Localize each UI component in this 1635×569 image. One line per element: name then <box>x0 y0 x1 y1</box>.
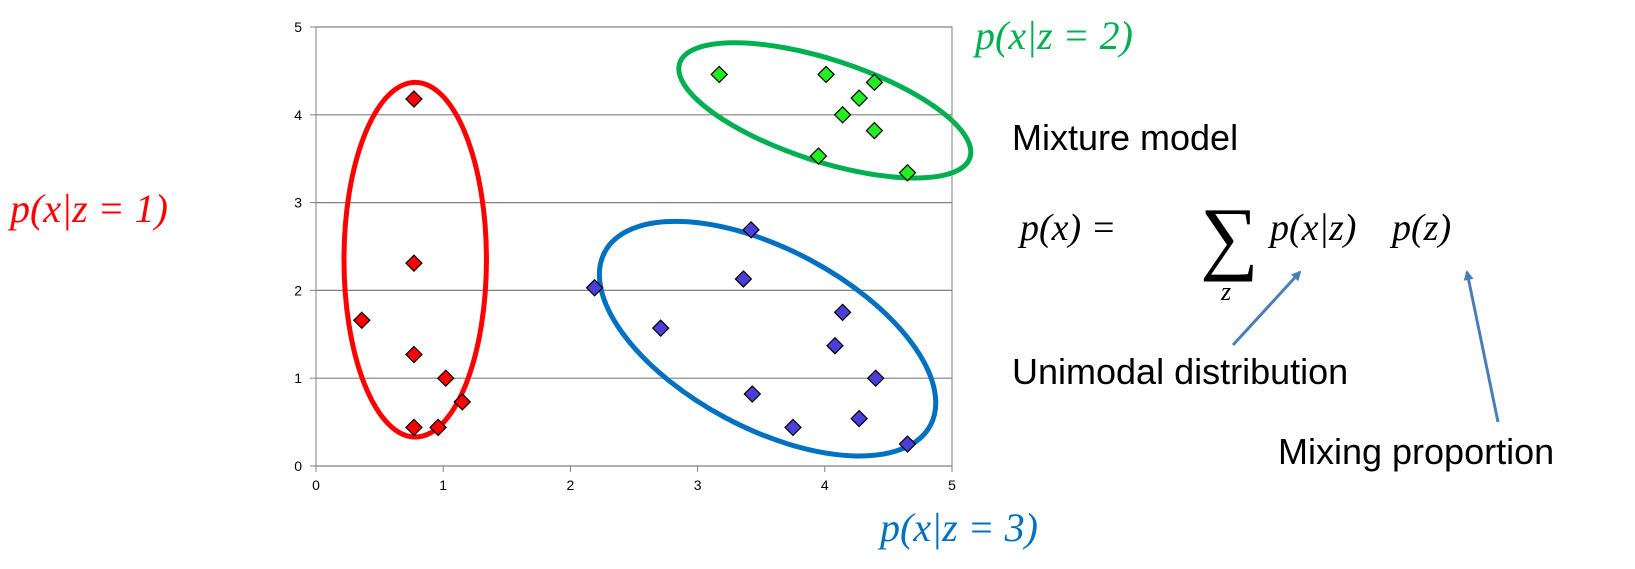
summation-subscript: z <box>1220 277 1231 306</box>
cluster-ellipse-z1 <box>341 79 489 440</box>
y-tick-label: 5 <box>294 19 302 35</box>
formula-component: p(x|z) <box>1267 207 1356 249</box>
data-point <box>453 393 472 411</box>
data-point <box>585 278 604 297</box>
cluster-label-z3: p(x|z = 3) <box>877 505 1038 550</box>
data-point <box>865 73 884 92</box>
data-point <box>898 163 917 182</box>
data-point <box>833 105 852 124</box>
data-point <box>734 270 753 288</box>
data-point <box>405 90 423 108</box>
arrow-to-component <box>1231 270 1302 347</box>
cluster-ellipse-z2 <box>676 40 974 181</box>
data-point <box>833 303 852 322</box>
x-tick-label: 0 <box>312 477 320 493</box>
summation-sign: ∑ <box>1200 191 1258 282</box>
mixture-model-title: Mixture model <box>1012 117 1238 158</box>
data-points <box>352 65 917 453</box>
x-tick-label: 3 <box>694 477 702 493</box>
cluster-label-z2: p(x|z = 2) <box>972 13 1133 58</box>
data-point <box>817 65 835 84</box>
cluster-ellipse-z3 <box>596 218 939 459</box>
data-point <box>405 254 423 273</box>
data-point <box>826 336 844 355</box>
data-point <box>651 319 670 338</box>
data-point <box>850 89 868 107</box>
annotation-arrows <box>1231 270 1500 423</box>
cluster-labels: p(x|z = 1) p(x|z = 2) p(x|z = 3) <box>7 13 1133 550</box>
cluster-label-z1: p(x|z = 1) <box>7 186 168 231</box>
x-tick-label: 5 <box>948 477 956 493</box>
mixing-proportion-label: Mixing proportion <box>1278 431 1554 472</box>
data-point <box>866 369 885 388</box>
data-point <box>809 147 828 165</box>
y-tick-label: 0 <box>294 458 302 474</box>
arrow-to-prior <box>1463 270 1500 423</box>
y-tick-label: 1 <box>294 370 302 386</box>
unimodal-label: Unimodal distribution <box>1012 351 1348 392</box>
data-point <box>710 65 729 84</box>
data-point <box>850 409 868 428</box>
x-tick-label: 2 <box>567 477 575 493</box>
data-point <box>352 311 371 330</box>
axis-ticks: 0 1 2 3 4 5 0 1 2 3 4 5 <box>294 19 956 493</box>
mixture-formula: p(x) = ∑ z p(x|z) p(z) <box>1017 191 1451 306</box>
data-point <box>742 220 760 239</box>
data-point <box>405 418 423 437</box>
data-point <box>784 418 802 437</box>
data-point <box>898 435 917 453</box>
data-point <box>405 345 423 364</box>
data-point <box>436 369 455 388</box>
data-point <box>743 385 762 403</box>
y-tick-label: 3 <box>294 195 302 211</box>
cluster-ellipses <box>341 40 974 459</box>
x-tick-label: 1 <box>439 477 447 493</box>
formula-prior: p(z) <box>1389 207 1451 249</box>
data-point <box>429 418 447 437</box>
y-tick-label: 4 <box>294 107 302 123</box>
data-point <box>865 121 884 140</box>
formula-lhs: p(x) = <box>1017 207 1116 249</box>
x-tick-label: 4 <box>821 477 829 493</box>
y-tick-label: 2 <box>294 282 302 298</box>
